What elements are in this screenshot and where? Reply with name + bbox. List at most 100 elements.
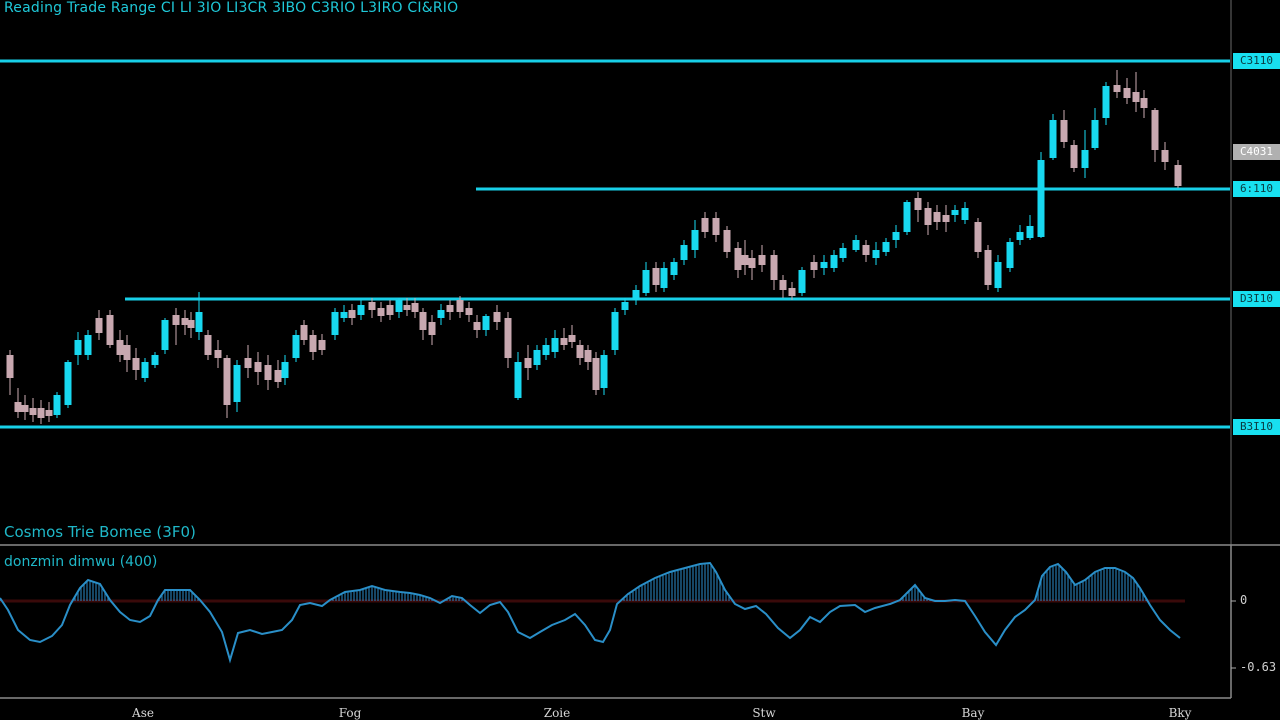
candle xyxy=(882,238,890,256)
candle xyxy=(1037,152,1045,238)
candle xyxy=(331,308,339,340)
candle xyxy=(1026,215,1034,240)
candle xyxy=(994,255,1002,292)
candle xyxy=(642,262,650,296)
candle xyxy=(903,200,911,235)
candle xyxy=(611,308,619,355)
candle xyxy=(741,240,749,275)
candle xyxy=(300,320,308,345)
candle xyxy=(592,352,600,395)
current-price-label: C4031 xyxy=(1233,144,1280,160)
candle xyxy=(830,250,838,272)
candle xyxy=(551,330,559,358)
candle xyxy=(437,304,445,325)
time-axis-label: Stw xyxy=(752,706,776,720)
candle xyxy=(542,338,550,360)
candle xyxy=(1123,78,1131,104)
candle xyxy=(1081,130,1089,178)
candle xyxy=(340,305,348,322)
candle xyxy=(368,298,376,318)
candle xyxy=(701,212,709,238)
candle xyxy=(357,300,365,320)
candle xyxy=(1016,225,1024,245)
candle xyxy=(652,262,660,292)
indicator-title: Cosmos Trie Bomee (3F0) xyxy=(4,523,196,541)
candle xyxy=(309,330,317,360)
candle xyxy=(106,310,114,348)
candle xyxy=(691,220,699,258)
candle xyxy=(74,332,82,365)
candle xyxy=(514,352,522,400)
candle xyxy=(1006,238,1014,272)
candle xyxy=(504,312,512,368)
candle xyxy=(632,285,640,305)
candle xyxy=(161,318,169,354)
time-axis-label: Fog xyxy=(338,706,362,720)
candle xyxy=(924,202,932,235)
candlesticks xyxy=(6,70,1182,424)
candle xyxy=(961,202,969,224)
candle xyxy=(600,350,608,395)
candle xyxy=(141,358,149,382)
candle xyxy=(798,267,806,296)
candle xyxy=(820,255,828,275)
candle xyxy=(123,335,131,372)
price-level-label: B3I10 xyxy=(1233,419,1280,435)
candle xyxy=(660,262,668,292)
candle xyxy=(377,302,385,322)
candle xyxy=(712,212,720,242)
candle xyxy=(1070,140,1078,172)
chart-title: Reading Trade Range CI LI 3IO LI3CR 3IBO… xyxy=(4,0,459,16)
candle xyxy=(584,345,592,370)
candle xyxy=(951,205,959,222)
candle xyxy=(914,192,922,222)
candle xyxy=(187,312,195,338)
candle xyxy=(723,226,731,258)
candle xyxy=(132,348,140,380)
candle xyxy=(852,235,860,252)
candle xyxy=(181,310,189,335)
candle xyxy=(533,345,541,370)
candle xyxy=(403,298,411,316)
price-level-label: D3I10 xyxy=(1233,291,1280,307)
candle xyxy=(386,300,394,320)
candle xyxy=(6,350,14,395)
candle xyxy=(195,292,203,340)
oscillator-histogram xyxy=(0,564,1147,601)
candle xyxy=(84,330,92,360)
candle xyxy=(395,298,403,318)
candle xyxy=(318,334,326,355)
candle xyxy=(974,218,982,258)
candle xyxy=(292,330,300,362)
candle xyxy=(456,296,464,318)
candle xyxy=(233,360,241,412)
candle xyxy=(1151,108,1159,162)
candle xyxy=(1174,160,1182,188)
candle xyxy=(64,360,72,408)
candle xyxy=(758,245,766,272)
candle xyxy=(254,352,262,385)
time-axis-label: Bky xyxy=(1168,706,1192,720)
candle xyxy=(446,300,454,320)
candle xyxy=(14,388,22,418)
candle xyxy=(1102,82,1110,125)
candle xyxy=(839,243,847,262)
candle xyxy=(473,315,481,338)
candle xyxy=(53,392,61,418)
candle xyxy=(933,205,941,230)
oscillator-title: donzmin dimwu (400) xyxy=(4,554,158,570)
oscillator-line xyxy=(0,561,1181,664)
oscillator-axis-label: -0.63 xyxy=(1240,660,1277,674)
candle xyxy=(419,308,427,340)
oscillator-axis-label: 0 xyxy=(1240,593,1248,607)
candle xyxy=(1091,108,1099,150)
candle xyxy=(37,400,45,424)
candle xyxy=(274,360,282,388)
candle xyxy=(568,325,576,348)
candle xyxy=(465,302,473,322)
candle xyxy=(1161,142,1169,170)
candle xyxy=(779,275,787,298)
candle xyxy=(45,402,53,422)
candle xyxy=(1113,70,1121,98)
candle xyxy=(223,355,231,418)
